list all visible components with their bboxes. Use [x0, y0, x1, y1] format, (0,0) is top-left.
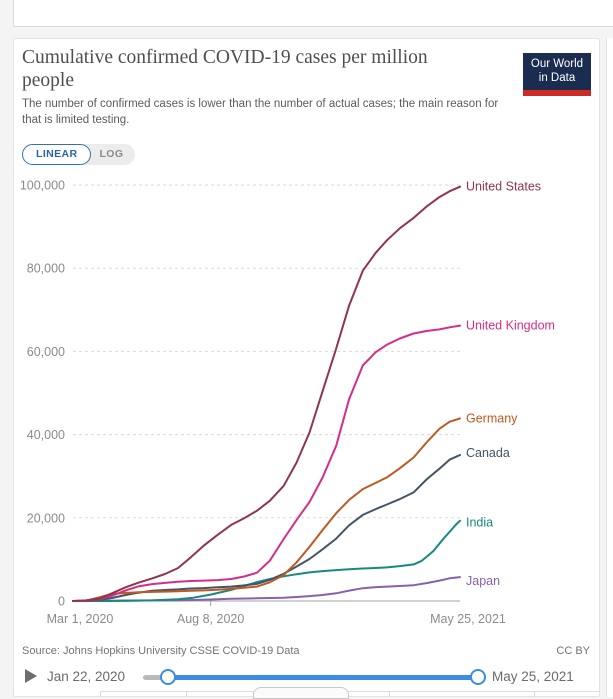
y-tick-label: 80,000: [27, 262, 65, 276]
series-line-united-kingdom[interactable]: [72, 324, 461, 602]
scale-toggle: LINEAR LOG: [22, 144, 136, 165]
timeline-start-handle[interactable]: [160, 669, 176, 685]
chart-subtitle: The number of confirmed cases is lower t…: [22, 98, 499, 127]
series-label-united-kingdom[interactable]: United Kingdom: [466, 319, 555, 333]
timeline-active-range[interactable]: [168, 675, 478, 680]
owid-logo[interactable]: Our World in Data: [523, 53, 591, 96]
y-tick-label: 40,000: [27, 428, 65, 442]
series-line-united-states[interactable]: [72, 185, 461, 602]
x-tick-label: May 25, 2021: [430, 612, 506, 626]
right-page-edge: [606, 38, 613, 697]
source-label: Source: Johns Hopkins University CSSE CO…: [22, 645, 300, 657]
bottom-tab-partial[interactable]: [253, 687, 349, 699]
series-line-germany[interactable]: [72, 417, 461, 602]
timeline-end-handle[interactable]: [470, 669, 486, 685]
bottom-tabbar-divider: [186, 691, 187, 697]
owid-logo-line1: Our World: [530, 58, 584, 70]
bottom-tabbar-divider: [534, 691, 535, 697]
y-tick-label: 100,000: [20, 179, 65, 193]
y-tick-label: 60,000: [27, 345, 65, 359]
series-label-germany[interactable]: Germany: [466, 411, 518, 425]
top-page-edge: [13, 0, 613, 27]
series-label-canada[interactable]: Canada: [466, 446, 510, 460]
timeline-end-label: May 25, 2021: [492, 669, 574, 684]
page-title: Cumulative confirmed COVID-19 cases per …: [22, 47, 428, 91]
y-tick-label: 20,000: [27, 511, 65, 525]
chart-svg: 0 20,000 40,000 60,000 80,000 100,000 Mar 1, 2…: [20, 179, 555, 627]
series-label-india[interactable]: India: [466, 516, 493, 530]
linear-button[interactable]: LINEAR: [22, 144, 92, 165]
owid-logo-text: Our World in Data: [523, 53, 591, 90]
series-label-united-states[interactable]: United States: [466, 180, 541, 194]
x-tick-label: Aug 8, 2020: [177, 612, 244, 626]
y-tick-label: 0: [58, 595, 65, 609]
license-link[interactable]: CC BY: [556, 645, 590, 657]
bottom-tabbar-border: [100, 691, 600, 697]
bottom-tabbar-divider: [100, 691, 101, 697]
bottom-tabbar-divider: [389, 691, 390, 697]
log-button[interactable]: LOG: [79, 144, 136, 165]
series-line-india[interactable]: [72, 519, 461, 602]
owid-logo-redbar: [523, 90, 591, 96]
play-button[interactable]: [25, 669, 39, 684]
play-icon: [25, 669, 37, 683]
timeline-start-label: Jan 22, 2020: [47, 669, 126, 684]
series-label-japan[interactable]: Japan: [466, 574, 500, 588]
x-tick-label: Mar 1, 2020: [47, 612, 114, 626]
owid-logo-line2: in Data: [538, 71, 576, 84]
